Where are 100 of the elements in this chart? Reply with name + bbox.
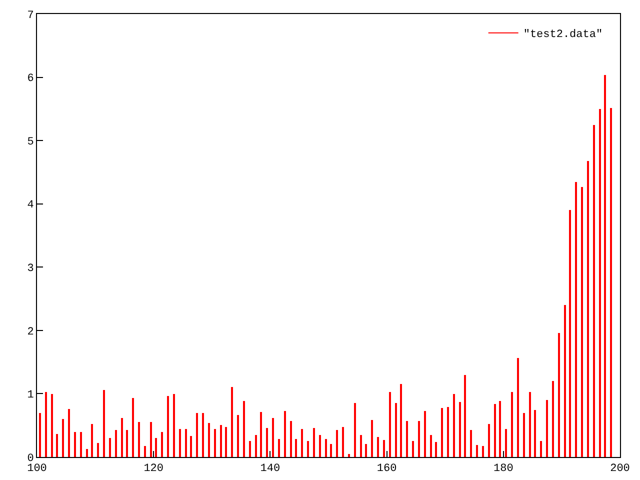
bar — [185, 429, 187, 457]
bar — [290, 421, 292, 457]
bar — [342, 427, 344, 457]
bar — [80, 432, 82, 457]
bar — [581, 187, 583, 457]
bar — [325, 439, 327, 457]
bar — [313, 428, 315, 457]
bar — [208, 423, 210, 457]
bar — [499, 401, 501, 457]
bar — [459, 402, 461, 457]
bar — [126, 430, 128, 457]
bar — [45, 392, 47, 457]
y-tick-label: 7 — [27, 10, 34, 22]
bar — [86, 449, 88, 457]
bar — [587, 161, 589, 457]
bar — [593, 125, 595, 457]
bar — [173, 394, 175, 457]
bar — [150, 422, 152, 457]
bar — [511, 392, 513, 457]
bar — [360, 435, 362, 457]
bar — [470, 430, 472, 457]
bar — [51, 394, 53, 457]
bar — [220, 425, 222, 457]
y-tick-label: 0 — [27, 452, 34, 465]
bar — [505, 429, 507, 457]
bar — [464, 375, 466, 457]
bar — [371, 420, 373, 457]
y-tick-label: 3 — [27, 262, 34, 275]
bar — [488, 424, 490, 457]
x-tick-label: 140 — [260, 463, 280, 476]
bar — [307, 441, 309, 457]
y-tick-label: 2 — [27, 326, 34, 338]
bar — [121, 418, 123, 457]
bar — [74, 432, 76, 457]
bar — [196, 413, 198, 457]
bar — [97, 443, 99, 457]
bar — [377, 437, 379, 457]
bar — [39, 413, 41, 457]
bar — [604, 75, 606, 457]
bar — [56, 434, 58, 457]
bar — [91, 424, 93, 457]
bar — [348, 454, 350, 457]
bar — [599, 109, 601, 457]
bar — [412, 441, 414, 457]
y-tick-label: 6 — [27, 73, 34, 86]
bar — [179, 429, 181, 457]
bar — [260, 412, 262, 457]
bar — [214, 429, 216, 457]
bar — [435, 442, 437, 457]
bar — [243, 401, 245, 457]
bar — [115, 430, 117, 457]
bar — [383, 440, 385, 457]
bar — [558, 333, 560, 457]
bar — [610, 108, 612, 457]
bar — [231, 387, 233, 457]
bar — [272, 418, 274, 457]
bar — [552, 381, 554, 457]
bar — [330, 444, 332, 457]
bar — [447, 407, 449, 457]
bar — [494, 404, 496, 457]
bar — [441, 408, 443, 457]
bar — [301, 429, 303, 457]
bar — [138, 422, 140, 457]
bar — [202, 413, 204, 457]
bar — [190, 436, 192, 457]
bar — [255, 435, 257, 457]
bar — [453, 394, 455, 457]
bar — [400, 384, 402, 457]
bar — [103, 390, 105, 457]
bar — [284, 411, 286, 457]
y-tick-label: 1 — [27, 390, 34, 402]
bar — [336, 430, 338, 457]
bar — [575, 182, 577, 457]
bar — [68, 409, 70, 457]
bar — [430, 435, 432, 457]
bar — [517, 358, 519, 457]
bar — [476, 445, 478, 457]
bar — [389, 392, 391, 457]
bar — [540, 441, 542, 457]
legend-label: "test2.data" — [523, 29, 603, 42]
bar — [132, 398, 134, 457]
bar — [546, 400, 548, 457]
x-tick-label: 160 — [376, 463, 397, 476]
bar — [354, 403, 356, 457]
y-tick-label: 4 — [27, 200, 34, 212]
bar — [319, 435, 321, 457]
bar — [406, 421, 408, 457]
bar — [278, 439, 280, 457]
bar — [569, 210, 571, 457]
bar — [161, 432, 163, 457]
bar — [523, 413, 525, 457]
bar — [295, 439, 297, 457]
bar — [395, 403, 397, 457]
bar — [482, 446, 484, 457]
bar — [564, 305, 566, 457]
bar — [418, 421, 420, 457]
bar — [534, 410, 536, 457]
y-tick-label: 5 — [27, 136, 34, 148]
x-tick-label: 180 — [493, 463, 514, 476]
bar — [225, 427, 227, 457]
